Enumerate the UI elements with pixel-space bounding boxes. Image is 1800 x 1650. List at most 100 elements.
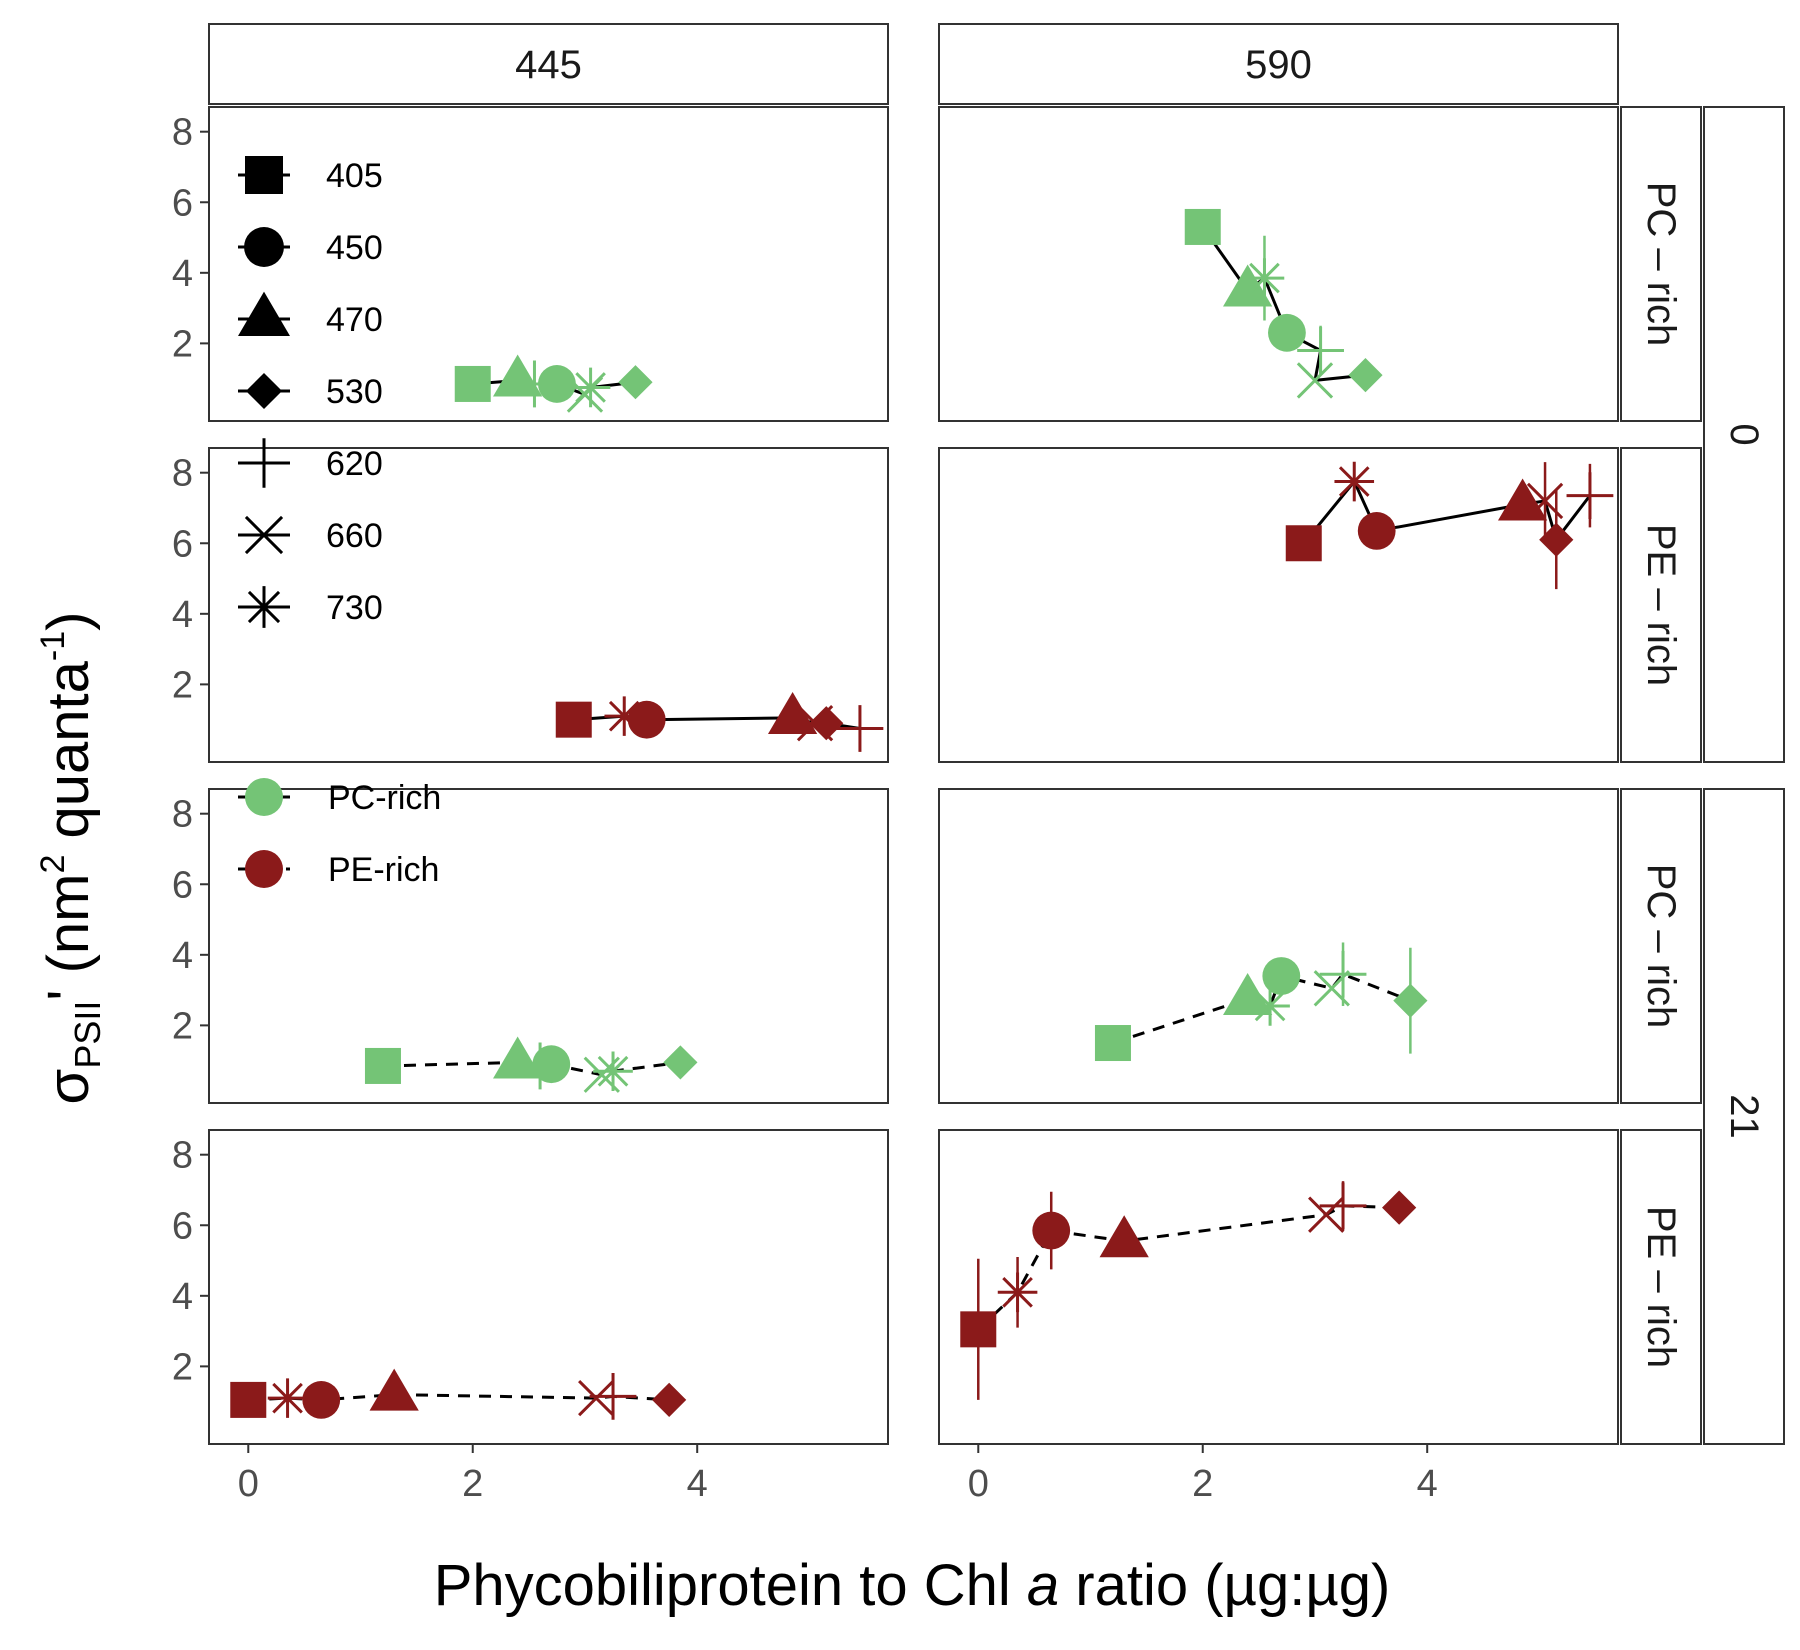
asterisk-marker [1244,258,1285,298]
triangle-marker [238,291,290,336]
asterisk-marker [1334,461,1375,502]
axes: 2 4 6 8 2 4 6 8 2 4 6 8 2 4 6 8 0 2 4 0 2 4 [172,112,1438,1505]
asterisk-marker [604,696,645,736]
legend-item-620: 620 [238,438,383,488]
asterisk-marker [267,1378,308,1418]
panel-445-0-PE-rich [555,691,884,752]
legend: 405 450 470 530 620 660 730 PC-rich PE-rich [238,156,441,889]
plus-marker [1566,472,1614,520]
row-strip-label: PC – rich [1639,864,1683,1029]
y-tick-label: 2 [172,1005,193,1047]
point-620 [1319,1181,1367,1231]
square-marker [960,1311,997,1348]
point-450 [532,1045,571,1084]
triangle-marker [493,1036,543,1079]
point-470 [493,354,543,397]
circle-marker [302,1380,341,1419]
point-620 [836,705,884,752]
legend-item-530: 530 [238,372,383,411]
point-405 [230,1381,267,1418]
panel-590-0-PC-rich [1184,208,1383,399]
legend-item-660: 660 [238,515,383,555]
point-730 [1244,235,1285,321]
cross-marker [244,515,284,555]
y-tick-label: 6 [172,1205,193,1247]
square-marker [555,701,592,738]
circle-marker [1032,1211,1071,1250]
point-530 [1393,947,1428,1054]
x-tick-label: 4 [1417,1463,1438,1505]
x-tick-label: 0 [968,1463,989,1505]
panel-frame [208,447,889,763]
plus-marker [239,438,289,488]
diamond-marker [245,372,283,410]
asterisk-marker [243,586,285,628]
col-strip-590 [938,23,1619,105]
x-axis-title: Phycobiliprotein to Chl a ratio (µg:µg) [434,1553,1391,1618]
point-530 [618,365,653,400]
square-marker [1285,525,1322,562]
point-450 [1032,1191,1071,1270]
group-strip-label: 21 [1722,1094,1766,1139]
square-marker [1184,208,1221,245]
point-730 [1334,461,1375,502]
col-strip-label: 445 [515,43,582,87]
legend-label: 530 [326,373,383,411]
legend-label: 470 [326,301,383,339]
diamond-marker [1348,358,1383,393]
panel-445-21-PE-rich [230,1368,687,1420]
point-405 [555,701,592,738]
point-660 [578,1379,615,1417]
point-470 [1223,264,1273,307]
point-620 [1319,942,1367,1006]
point-450 [627,700,666,739]
point-660 [1296,362,1334,399]
legend-group-PC-rich: PC-rich [238,778,441,817]
point-450 [538,365,576,403]
legend-label: 660 [326,517,383,555]
cross-marker [1296,362,1334,399]
point-660 [1308,1196,1345,1233]
y-tick-label: 4 [172,1276,193,1318]
circle-marker [627,700,666,739]
legend-label: PC-rich [328,779,441,817]
y-tick-label: 6 [172,182,193,224]
circle-marker [244,227,284,267]
legend-item-405: 405 [238,156,383,195]
group-strip-label: 0 [1722,423,1766,445]
point-730 [267,1378,308,1418]
legend-label: 730 [326,589,383,627]
triangle-marker [1099,1215,1149,1258]
triangle-marker [493,354,543,397]
y-tick-label: 4 [172,253,193,295]
legend-group-PE-rich: PE-rich [238,850,439,889]
diamond-marker [652,1382,687,1417]
panel-590-21-PC-rich [1094,942,1428,1062]
point-405 [960,1258,997,1400]
square-marker [454,365,491,402]
square-marker [230,1381,267,1418]
panel-frames [208,106,1619,1445]
diamond-marker [618,365,653,400]
row-strip [1620,106,1702,422]
legend-label: 450 [326,229,383,267]
plus-marker [1319,950,1367,998]
asterisk-marker [997,1272,1038,1313]
plus-marker [589,1372,637,1420]
point-470 [767,691,818,734]
panel-590-0-PE-rich [1285,461,1614,590]
circle-marker [1268,313,1306,352]
point-450 [1262,957,1301,995]
col-strip-445 [208,23,889,105]
triangle-marker [767,691,818,734]
facet-strips: 445 590 PC – rich PE – rich PC – rich PE – ri… [208,23,1785,1445]
panel-445-21-PC-rich [364,1036,698,1093]
y-axis-title: σPSII' (nm2 quanta-1) [34,612,108,1105]
plus-marker [1319,1182,1367,1230]
y-tick-label: 6 [172,864,193,906]
legend-label: 620 [326,445,383,483]
square-marker [245,156,283,194]
data-layer [230,208,1614,1420]
x-tick-label: 2 [1192,1463,1213,1505]
x-tick-label: 4 [687,1463,708,1505]
